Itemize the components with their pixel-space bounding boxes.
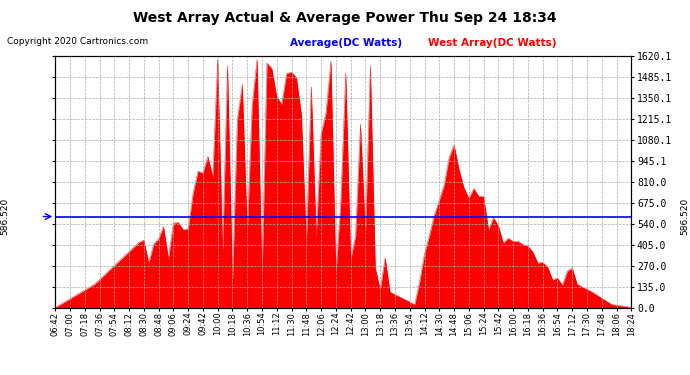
- Text: West Array(DC Watts): West Array(DC Watts): [428, 38, 556, 48]
- Text: Average(DC Watts): Average(DC Watts): [290, 38, 402, 48]
- Text: 586.520: 586.520: [1, 198, 10, 235]
- Text: Copyright 2020 Cartronics.com: Copyright 2020 Cartronics.com: [7, 38, 148, 46]
- Text: West Array Actual & Average Power Thu Sep 24 18:34: West Array Actual & Average Power Thu Se…: [133, 11, 557, 25]
- Text: 586.520: 586.520: [680, 198, 689, 235]
